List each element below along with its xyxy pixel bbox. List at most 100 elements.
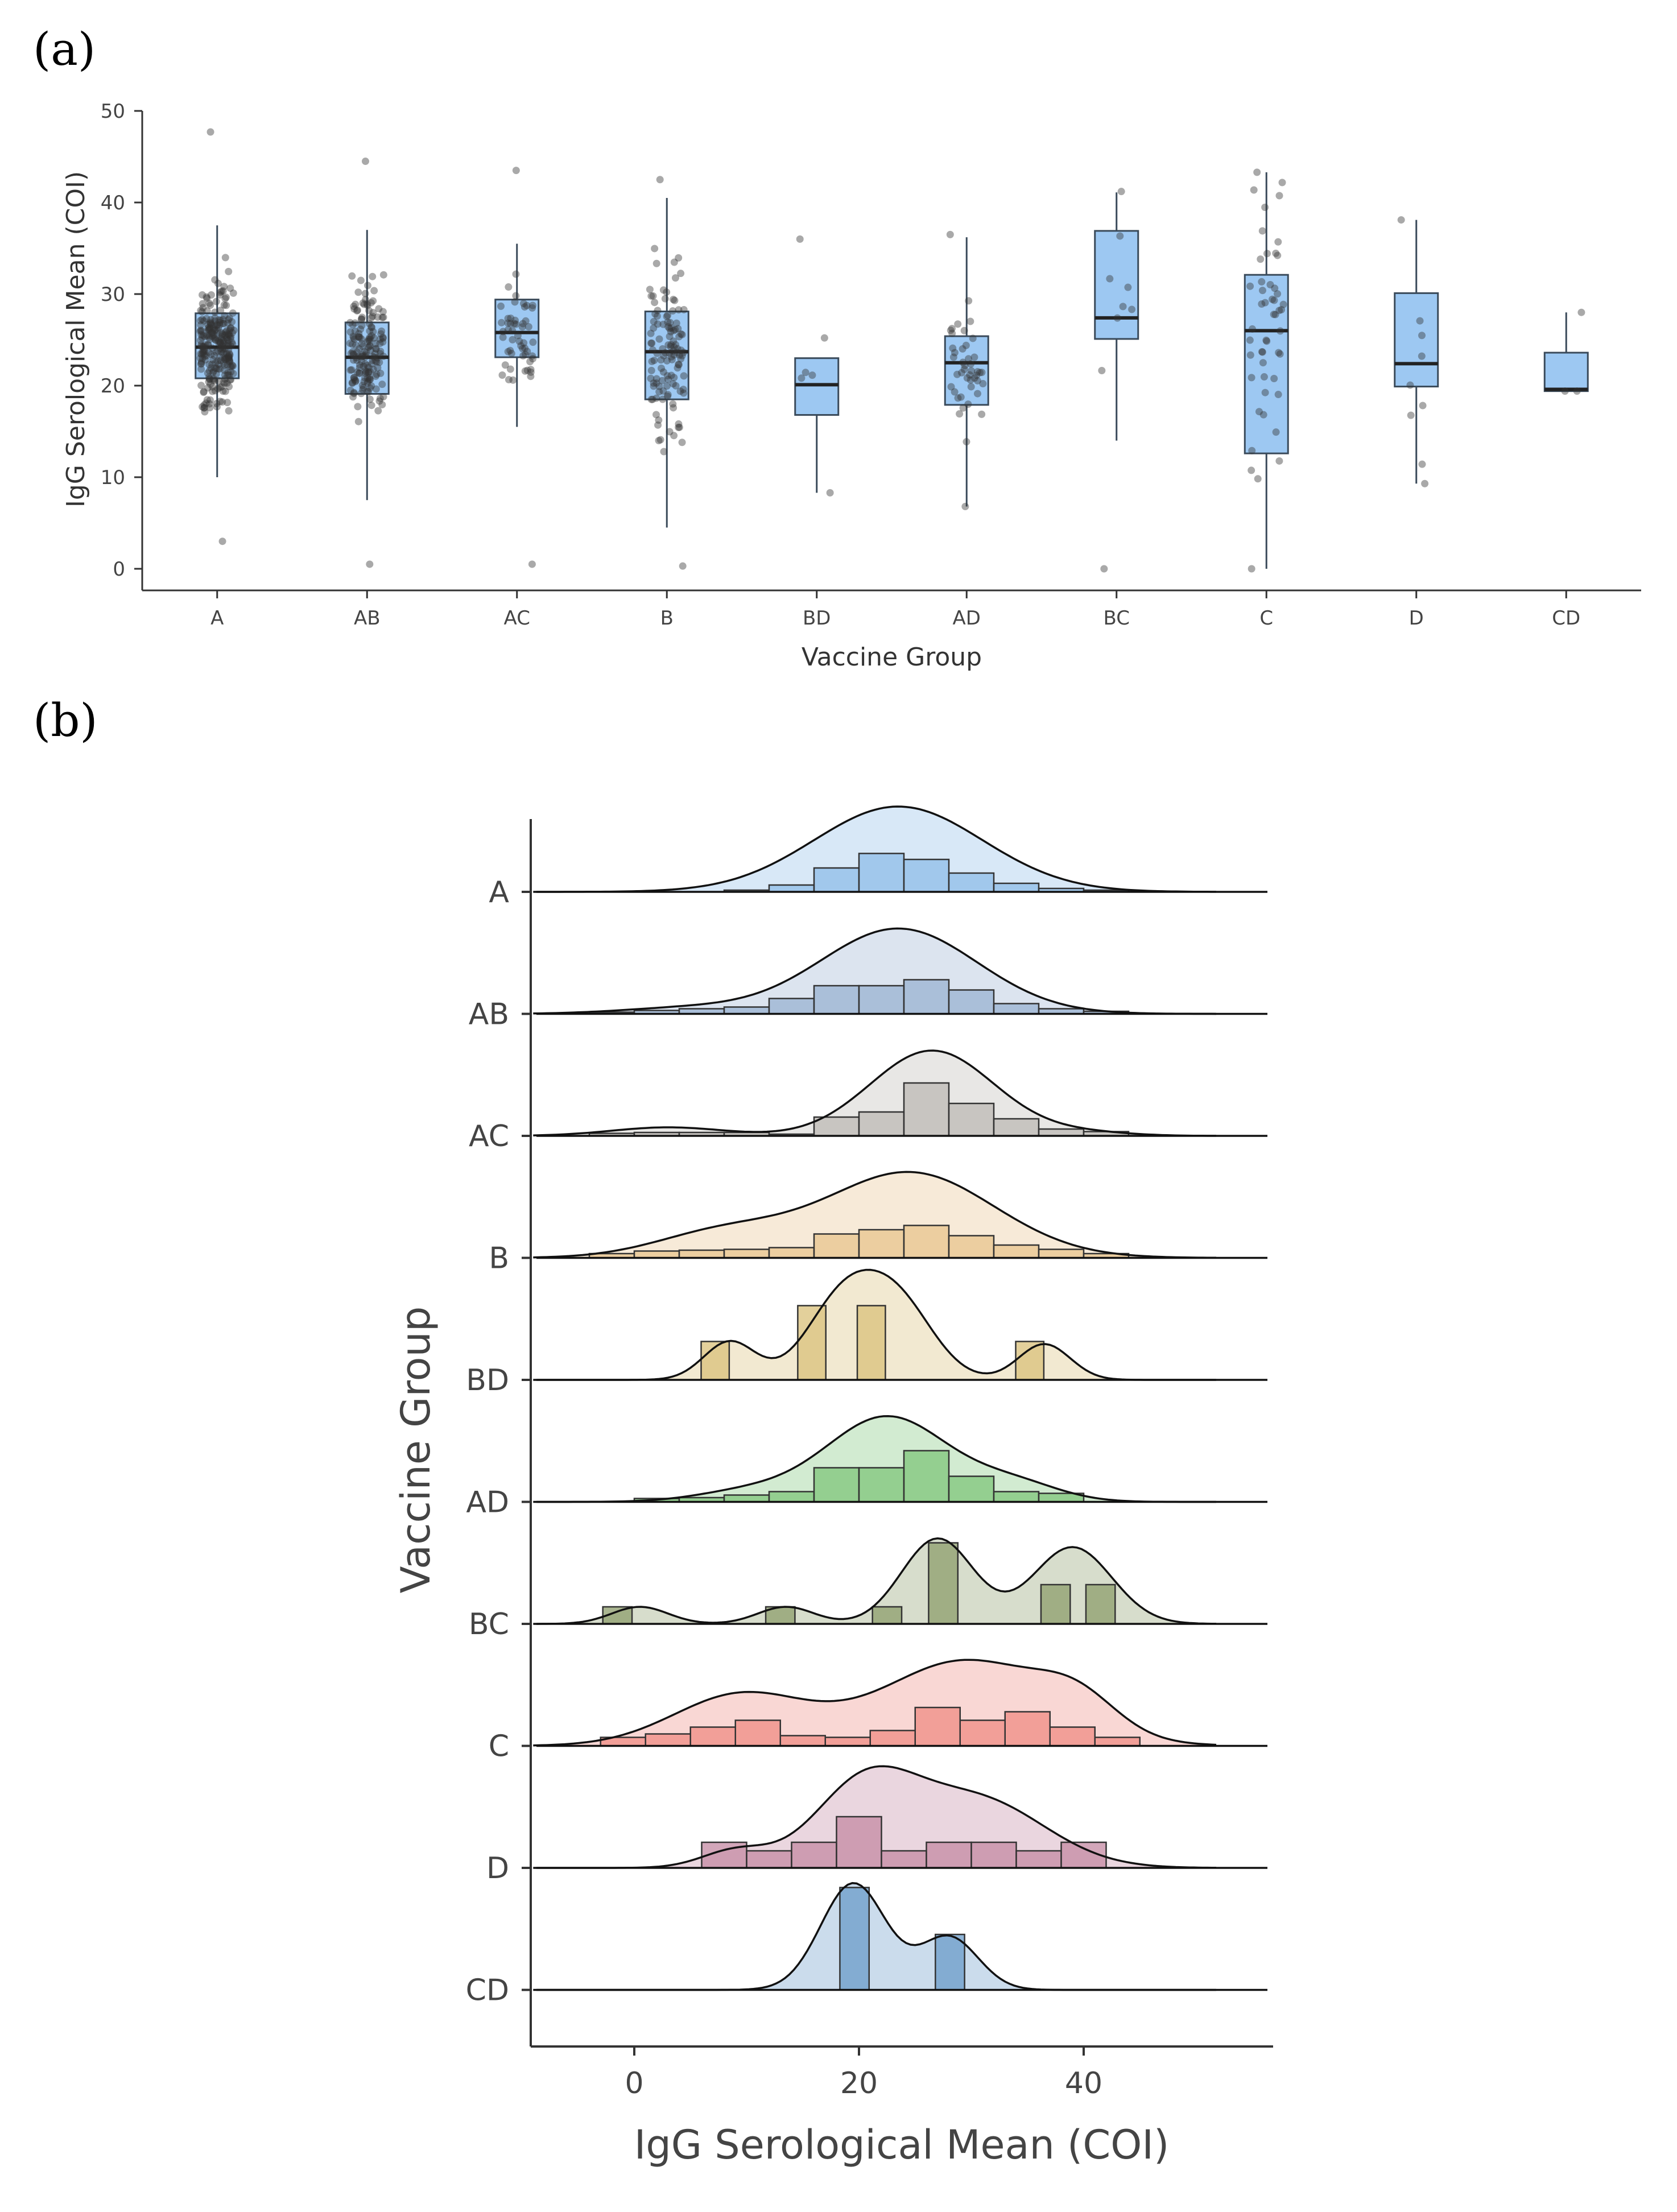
data-point	[208, 387, 216, 395]
data-point	[226, 342, 234, 350]
data-point	[369, 353, 377, 361]
histogram-bar	[914, 1706, 961, 1747]
data-point	[1275, 349, 1283, 357]
data-point	[221, 371, 229, 379]
data-point	[219, 340, 227, 348]
data-point	[349, 348, 357, 355]
data-point	[647, 292, 655, 300]
data-point	[366, 333, 374, 341]
x-tick-label: CD	[1552, 607, 1580, 630]
x-tick-label: BD	[803, 607, 831, 630]
data-point	[205, 367, 213, 375]
density-curve	[533, 1049, 1216, 1137]
data-point	[212, 365, 220, 373]
data-point	[670, 343, 678, 351]
histogram-bar	[824, 1736, 871, 1747]
data-point	[199, 343, 207, 351]
data-point	[210, 331, 218, 339]
histogram-bar	[768, 1247, 815, 1259]
data-point	[359, 353, 367, 361]
data-point	[1418, 460, 1426, 468]
data-point	[362, 351, 370, 359]
data-point	[650, 379, 658, 387]
data-point	[675, 254, 683, 262]
data-point	[206, 319, 214, 326]
data-point	[506, 365, 514, 373]
x-tick-label: BC	[1104, 607, 1130, 630]
histogram-bar	[746, 1850, 792, 1869]
data-point	[203, 294, 211, 302]
data-point	[349, 350, 357, 358]
data-point	[521, 367, 529, 375]
data-point	[197, 350, 205, 358]
data-point	[526, 358, 534, 366]
data-point	[348, 272, 356, 280]
data-point	[229, 362, 237, 370]
data-point	[221, 295, 229, 303]
data-point	[225, 332, 233, 340]
histogram-bar	[723, 1248, 770, 1259]
histogram-bar	[813, 867, 860, 893]
data-point	[652, 259, 660, 267]
data-point	[221, 312, 229, 320]
data-point	[361, 353, 369, 361]
data-point	[1275, 307, 1283, 315]
ridge-cd	[533, 1882, 1267, 1991]
data-point	[680, 389, 688, 397]
data-point	[1276, 350, 1284, 358]
data-point	[504, 348, 512, 355]
data-point	[356, 369, 364, 377]
data-point	[802, 369, 809, 377]
box-group-bd	[794, 235, 840, 497]
data-point	[369, 297, 377, 305]
data-point	[217, 383, 225, 391]
data-point	[966, 371, 974, 379]
data-point	[222, 293, 230, 301]
histogram-bar	[858, 1229, 905, 1259]
data-point	[228, 318, 236, 326]
data-point	[366, 375, 374, 383]
data-point	[518, 323, 526, 331]
data-point	[674, 349, 681, 357]
data-point	[369, 328, 377, 336]
data-point	[208, 328, 216, 336]
data-point	[1274, 391, 1282, 399]
data-point	[355, 333, 363, 341]
data-point	[978, 410, 986, 418]
data-point	[213, 321, 221, 329]
data-point	[225, 354, 233, 362]
data-point	[379, 334, 387, 342]
data-point	[219, 287, 227, 295]
x-tick-label: A	[210, 607, 224, 630]
data-point	[379, 308, 387, 316]
data-point	[205, 331, 213, 339]
data-point	[1266, 281, 1274, 289]
data-point	[946, 230, 954, 238]
data-point	[1260, 373, 1268, 381]
data-point	[215, 361, 223, 369]
data-point	[367, 382, 375, 390]
data-point	[221, 379, 229, 387]
ridge-ab	[533, 927, 1267, 1015]
data-point	[960, 326, 968, 334]
data-point	[350, 390, 358, 398]
data-point	[678, 439, 686, 446]
x-axis-title: IgG Serological Mean (COI)	[634, 2122, 1170, 2168]
data-point	[209, 367, 217, 375]
histogram-bar	[903, 858, 950, 893]
data-point	[364, 374, 371, 382]
data-point	[204, 340, 212, 348]
histogram-bar	[633, 1250, 680, 1259]
data-point	[1416, 317, 1424, 325]
data-point	[1258, 278, 1266, 286]
data-point	[197, 365, 205, 373]
box-group-d	[1394, 216, 1439, 487]
histogram-bar	[797, 1305, 827, 1381]
data-point	[366, 560, 374, 568]
data-point	[358, 313, 366, 321]
data-point	[226, 326, 234, 334]
data-point	[228, 361, 236, 369]
data-point	[962, 341, 970, 349]
histogram-bar	[903, 1450, 950, 1503]
